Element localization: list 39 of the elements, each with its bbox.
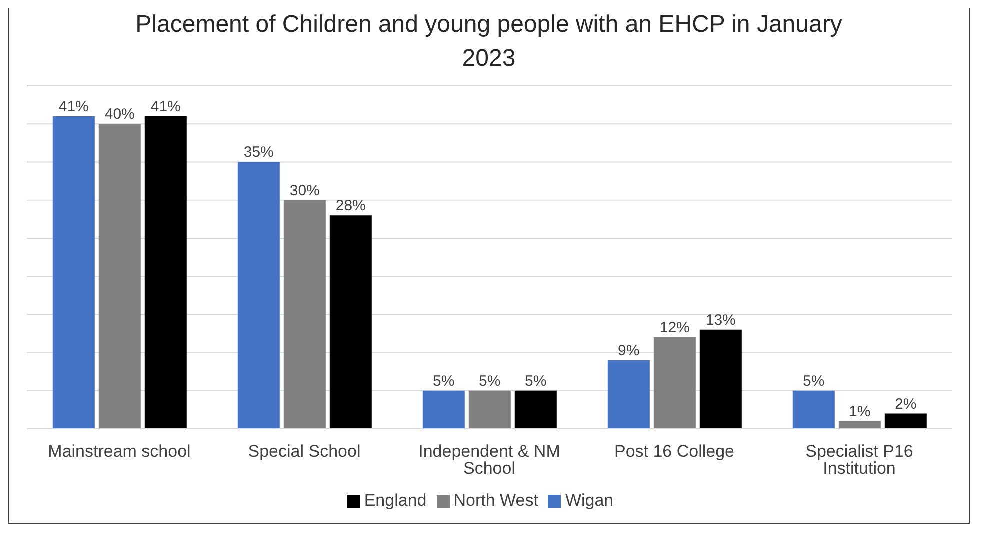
bar (330, 216, 372, 429)
bar (838, 421, 881, 429)
bar (284, 200, 326, 429)
legend-label: North West (454, 491, 538, 510)
data-label: 28% (336, 198, 366, 215)
legend-label: England (364, 491, 427, 510)
data-label: 41% (58, 98, 89, 116)
bar (98, 124, 141, 429)
data-label: 5% (479, 372, 501, 390)
bar (700, 330, 742, 429)
data-label: 41% (150, 98, 181, 116)
x-tick-label: Mainstream school (48, 442, 191, 462)
data-label: 40% (104, 106, 135, 124)
x-tick-label: Post 16 College (614, 442, 735, 462)
bar (238, 162, 280, 429)
data-label: 9% (618, 342, 640, 360)
bar (144, 116, 187, 429)
x-tick-label: Specialist P16 Institution (806, 442, 914, 478)
x-tick-label: Special School (248, 442, 361, 462)
bar (792, 390, 835, 429)
data-label: 1% (849, 403, 871, 420)
x-tick-label: Independent & NM School (418, 442, 560, 478)
data-label: 5% (525, 372, 547, 390)
legend-label: Wigan (565, 491, 614, 510)
bar (422, 390, 465, 429)
chart-title: Placement of Children and young people with an EHCP in January 2023 (134, 10, 844, 74)
data-label: 5% (803, 372, 825, 390)
data-label: 2% (895, 396, 917, 413)
bar (608, 360, 650, 429)
bar (654, 338, 696, 429)
data-label: 35% (244, 144, 274, 162)
data-label: 12% (660, 320, 690, 337)
data-label: 5% (433, 372, 455, 390)
bar (884, 414, 927, 429)
bar (52, 116, 95, 429)
data-label: 30% (290, 182, 320, 200)
data-label: 13% (706, 312, 736, 329)
bar (468, 390, 511, 429)
bar (514, 390, 557, 429)
